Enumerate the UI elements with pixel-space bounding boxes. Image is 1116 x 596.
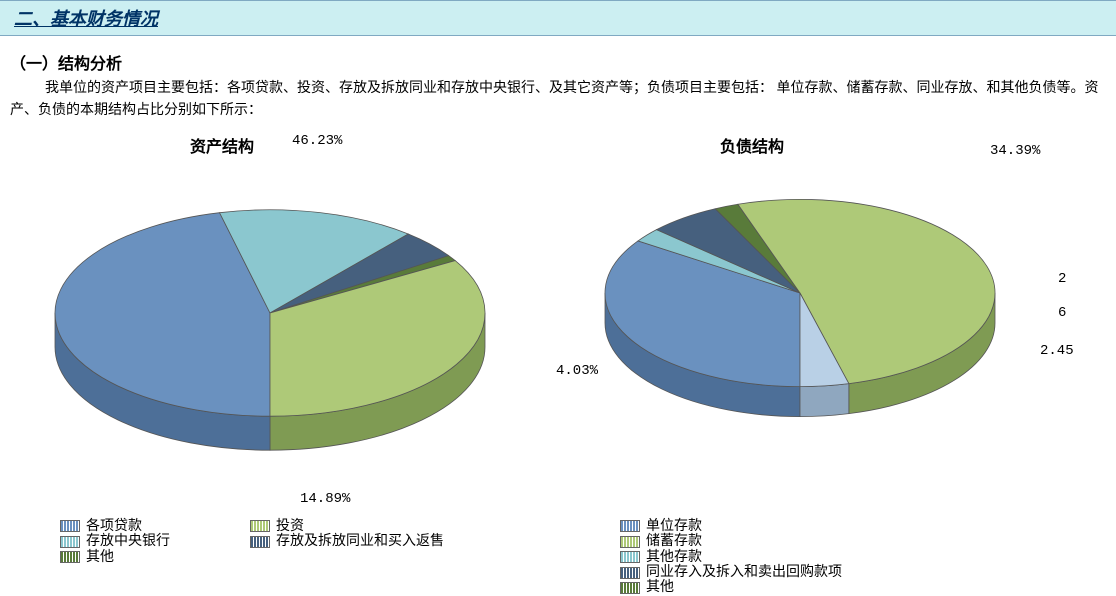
liabilities-chart: 负债结构34.39%262.454.03%单位存款储蓄存款其他存款同业存入及拆入… <box>560 133 1100 596</box>
legend-item: 其他存款 <box>620 550 842 565</box>
legend-swatch-icon <box>60 536 80 548</box>
legend-label: 各项贷款 <box>86 519 142 534</box>
legend-item: 储蓄存款 <box>620 534 842 549</box>
pie-callout: 2.45 <box>1040 343 1074 359</box>
legend-swatch-icon <box>250 536 270 548</box>
legend-label: 同业存入及拆入和卖出回购款项 <box>646 565 842 580</box>
legend-swatch-icon <box>60 520 80 532</box>
legend-label: 其他存款 <box>646 550 702 565</box>
chart-title: 资产结构 <box>190 133 254 157</box>
legend-swatch-icon <box>60 551 80 563</box>
legend-label: 其他 <box>86 550 114 565</box>
pie-callout: 46.23% <box>292 133 342 149</box>
charts-row: 资产结构46.23%14.89%5%各项贷款存放中央银行其他投资存放及拆放同业和… <box>0 133 1116 596</box>
pie-callout: 14.89% <box>300 491 350 507</box>
legend-item: 单位存款 <box>620 519 842 534</box>
legend-label: 存放及拆放同业和买入返售 <box>276 534 444 549</box>
legend-swatch-icon <box>620 551 640 563</box>
section-header-title: 二、基本财务情况 <box>14 9 158 29</box>
legend-item: 存放中央银行 <box>60 534 170 549</box>
legend-item: 各项贷款 <box>60 519 170 534</box>
pie-callout: 6 <box>1058 305 1066 321</box>
legend-label: 存放中央银行 <box>86 534 170 549</box>
subsection-title: （一）结构分析 <box>10 50 1116 74</box>
pie-callout: 34.39% <box>990 143 1040 159</box>
pie-svg <box>560 133 1100 513</box>
legend-swatch-icon <box>250 520 270 532</box>
body-paragraph: 我单位的资产项目主要包括：各项贷款、投资、存放及拆放同业和存放中央银行、及其它资… <box>10 78 1106 123</box>
legend-swatch-icon <box>620 520 640 532</box>
pie-svg <box>0 133 560 513</box>
pie-side <box>800 383 849 416</box>
chart-legend: 单位存款储蓄存款其他存款同业存入及拆入和卖出回购款项其他 <box>620 519 1100 596</box>
section-header-bar: 二、基本财务情况 <box>0 0 1116 36</box>
pie-callout: 4.03% <box>556 363 598 379</box>
legend-label: 单位存款 <box>646 519 702 534</box>
legend-item: 其他 <box>620 580 842 595</box>
legend-label: 其他 <box>646 580 674 595</box>
legend-swatch-icon <box>620 567 640 579</box>
legend-item: 投资 <box>250 519 444 534</box>
legend-swatch-icon <box>620 582 640 594</box>
legend-swatch-icon <box>620 536 640 548</box>
assets-chart: 资产结构46.23%14.89%5%各项贷款存放中央银行其他投资存放及拆放同业和… <box>0 133 560 596</box>
legend-item: 其他 <box>60 550 170 565</box>
legend-item: 存放及拆放同业和买入返售 <box>250 534 444 549</box>
chart-title: 负债结构 <box>720 133 784 157</box>
legend-label: 储蓄存款 <box>646 534 702 549</box>
legend-item: 同业存入及拆入和卖出回购款项 <box>620 565 842 580</box>
pie-callout: 2 <box>1058 271 1066 287</box>
legend-label: 投资 <box>276 519 304 534</box>
chart-legend: 各项贷款存放中央银行其他 投资存放及拆放同业和买入返售 <box>60 519 560 565</box>
